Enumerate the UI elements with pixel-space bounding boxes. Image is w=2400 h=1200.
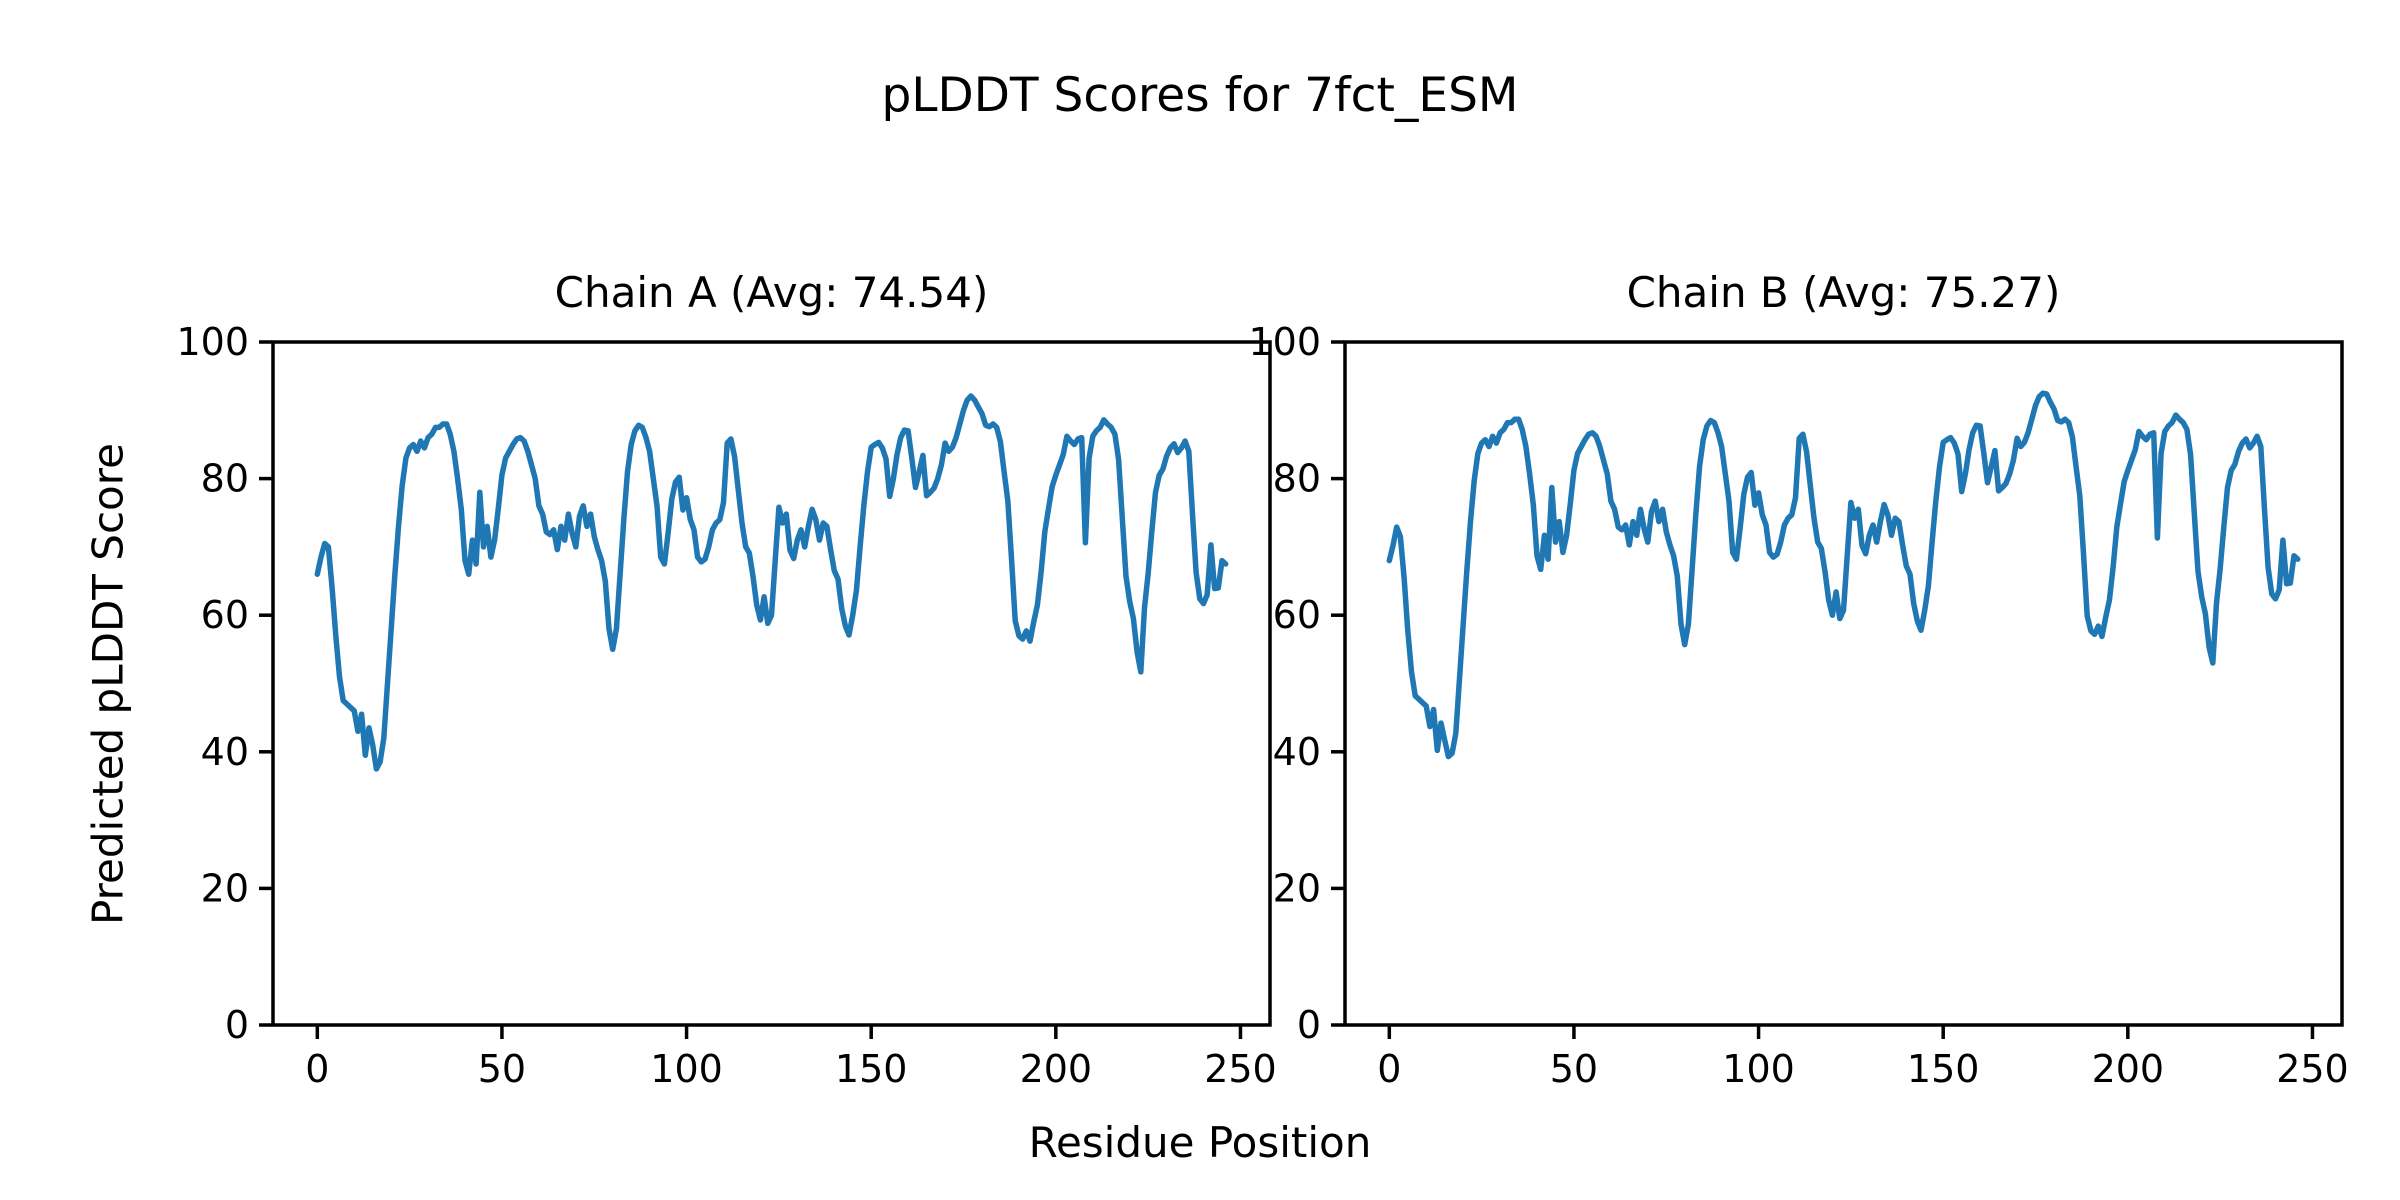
x-axis-label: Residue Position [1028,1118,1372,1167]
chain-b-plot: 0 50 100 150 200 250 0 20 40 60 80 100 [1248,320,2349,1091]
y-tick-label: 100 [176,320,249,364]
x-tick-label: 0 [305,1047,329,1091]
x-tick-label: 200 [2092,1047,2165,1091]
plddt-line [314,393,1229,772]
y-tick-label: 20 [1273,866,1321,910]
x-tick-label: 250 [2276,1047,2349,1091]
y-tick-label: 60 [201,593,249,637]
x-tick-label: 0 [1377,1047,1401,1091]
y-tick-label: 0 [225,1003,249,1047]
y-tick-label: 40 [1273,730,1321,774]
y-tick-label: 20 [201,866,249,910]
y-tick-label: 0 [1297,1003,1321,1047]
x-tick-label: 250 [1204,1047,1277,1091]
subplot-title-chain-b: Chain B (Avg: 75.27) [1626,268,2061,317]
x-tick-label: 150 [1907,1047,1980,1091]
y-tick-label: 80 [1273,457,1321,501]
x-tick-label: 200 [1020,1047,1093,1091]
x-tick-label: 50 [1550,1047,1598,1091]
y-axis-label: Predicted pLDDT Score [83,443,133,925]
y-tick-label: 60 [1273,593,1321,637]
axes-spines [271,340,1272,1027]
x-tick-label: 100 [650,1047,723,1091]
y-tick-label: 40 [201,730,249,774]
y-tick-label: 100 [1248,320,1321,364]
subplot-title-chain-a: Chain A (Avg: 74.54) [554,268,989,317]
x-tick-label: 150 [835,1047,908,1091]
axes-spines [1343,340,2344,1027]
figure-title: pLDDT Scores for 7fct_ESM [881,68,1519,123]
y-tick-label: 80 [201,457,249,501]
x-tick-label: 100 [1722,1047,1795,1091]
chain-a-plot: 0 50 100 150 200 250 0 20 40 60 80 100 [176,320,1277,1091]
x-tick-label: 50 [478,1047,526,1091]
plddt-line [1386,390,2301,760]
